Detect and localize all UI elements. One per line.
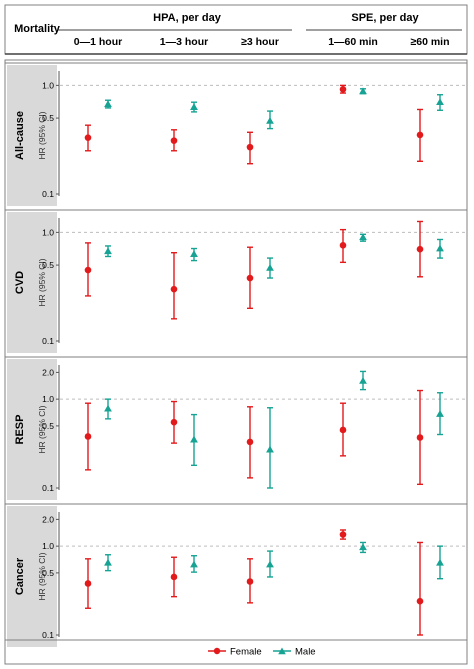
hpa-group-header: HPA, per day <box>153 12 222 24</box>
point-female-resp <box>416 434 424 441</box>
point-male-all-cause <box>104 100 112 108</box>
y-axis-label-resp: HR (95% CI) <box>37 405 47 453</box>
y-axis-label-cvd: HR (95% CI) <box>37 258 47 306</box>
point-male-all-cause <box>359 87 367 95</box>
point-male-cancer <box>436 558 444 566</box>
column-header-spe-60min-plus: ≥60 min <box>410 36 449 48</box>
panel-strip-all-cause <box>7 65 57 206</box>
y-tick-label-resp: 0.1 <box>42 483 54 493</box>
y-axis-label-cancer: HR (95% CI) <box>37 552 47 600</box>
point-male-cancer <box>359 543 367 551</box>
point-male-resp <box>266 445 274 453</box>
point-male-cvd <box>266 263 274 271</box>
legend-female-label: Female <box>230 647 262 658</box>
y-tick-label-all-cause: 0.5 <box>42 113 54 123</box>
point-male-all-cause <box>266 116 274 124</box>
point-female-resp <box>170 418 178 426</box>
panel-strip-resp <box>7 359 57 500</box>
point-female-all-cause <box>170 137 178 144</box>
panel-strip-cvd <box>7 212 57 353</box>
point-male-cvd <box>436 244 444 252</box>
point-male-resp <box>359 377 367 384</box>
panel-label-resp: RESP <box>14 415 26 445</box>
y-tick-label-resp: 0.5 <box>42 421 54 431</box>
point-female-all-cause <box>416 131 424 139</box>
y-tick-label-cancer: 0.1 <box>42 630 54 640</box>
point-female-cancer <box>246 578 254 585</box>
y-tick-label-cancer: 0.5 <box>42 568 54 578</box>
point-female-cvd <box>84 266 92 274</box>
y-tick-label-cvd: 0.1 <box>42 336 54 346</box>
y-tick-label-resp: 2.0 <box>42 367 54 377</box>
header-table: Mortality HPA, per day SPE, per day 0—1 … <box>4 4 468 55</box>
point-male-cvd <box>359 233 367 241</box>
mortality-header: Mortality <box>14 23 61 35</box>
panel-all-cause: All-cause HR (95% CI) 0.1 0.5 1.0 <box>5 62 467 206</box>
point-female-resp <box>339 426 347 434</box>
y-tick-label-cancer: 1.0 <box>42 541 54 551</box>
point-male-all-cause <box>436 98 444 106</box>
point-female-cvd <box>246 274 254 282</box>
legend-male-label: Male <box>295 647 316 658</box>
y-tick-label-all-cause: 1.0 <box>42 80 54 90</box>
panels-group: All-cause HR (95% CI) 0.1 0.5 1.0 CVD HR (95% … <box>5 62 467 647</box>
point-male-resp <box>190 435 198 443</box>
point-female-cvd <box>339 242 347 249</box>
column-header-spe-1-60min: 1—60 min <box>328 36 378 48</box>
point-male-cancer <box>104 558 112 566</box>
spe-group-header: SPE, per day <box>351 12 419 24</box>
point-male-cvd <box>104 247 112 255</box>
point-male-resp <box>104 404 112 412</box>
panels-frame <box>4 59 468 665</box>
y-tick-label-cvd: 0.5 <box>42 260 54 270</box>
point-female-resp <box>84 433 92 440</box>
point-male-resp <box>436 410 444 417</box>
point-female-cvd <box>170 285 178 293</box>
column-header-hpa-0-1h: 0—1 hour <box>74 36 122 48</box>
point-female-cvd <box>416 245 424 253</box>
y-axis-label-all-cause: HR (95% CI) <box>37 111 47 159</box>
legend-female-marker <box>213 647 221 655</box>
point-male-all-cause <box>190 103 198 110</box>
point-female-cancer <box>170 573 178 581</box>
point-female-all-cause <box>84 134 92 141</box>
y-tick-label-resp: 1.0 <box>42 394 54 404</box>
point-female-all-cause <box>246 143 254 151</box>
point-male-cvd <box>190 250 198 257</box>
legend: Female Male <box>208 647 316 658</box>
panel-label-all-cause: All-cause <box>14 111 26 160</box>
point-female-cancer <box>339 531 347 538</box>
point-female-all-cause <box>339 86 347 93</box>
panel-strip-cancer <box>7 506 57 647</box>
column-header-hpa-1-3h: 1—3 hour <box>160 36 208 48</box>
y-tick-label-all-cause: 0.1 <box>42 189 54 199</box>
point-male-cancer <box>266 560 274 568</box>
legend-male-marker <box>278 647 286 655</box>
y-tick-label-cancer: 2.0 <box>42 514 54 524</box>
panel-cvd: CVD HR (95% CI) 0.1 0.5 1.0 <box>5 209 467 353</box>
y-tick-label-cvd: 1.0 <box>42 227 54 237</box>
point-female-cancer <box>84 580 92 587</box>
point-female-resp <box>246 438 254 446</box>
panel-cancer: Cancer HR (95% CI) 0.1 0.5 1.0 2.0 <box>5 503 467 647</box>
column-header-hpa-3h-plus: ≥3 hour <box>241 36 279 48</box>
panel-resp: RESP HR (95% CI) 0.1 0.5 1.0 2.0 <box>5 356 467 500</box>
panel-label-cvd: CVD <box>14 271 26 294</box>
point-male-cancer <box>190 560 198 568</box>
point-female-cancer <box>416 597 424 605</box>
panel-label-cancer: Cancer <box>14 557 26 595</box>
